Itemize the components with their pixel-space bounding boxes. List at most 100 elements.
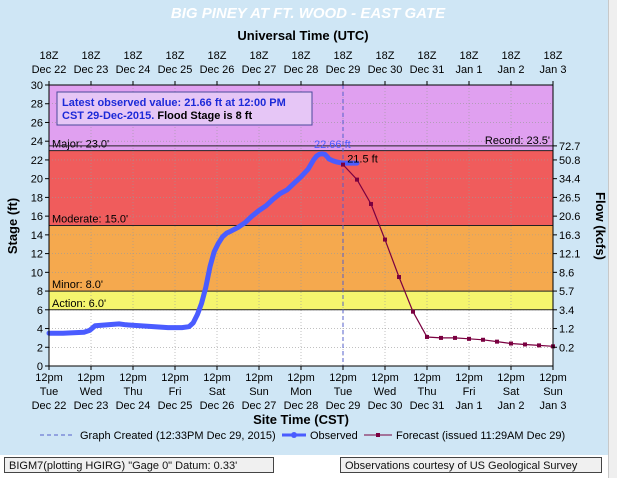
y-tick-label-16: 16 <box>31 211 43 223</box>
top-tick-hour-1: 18Z <box>82 50 101 62</box>
y-axis-title-right: Flow (kcfs) <box>593 192 608 260</box>
top-tick-hour-3: 18Z <box>166 50 185 62</box>
bottom-tick-day-12: Sun <box>543 386 563 398</box>
y-tick-label-8: 8 <box>37 286 43 298</box>
y-tick-label-26: 26 <box>31 117 43 129</box>
flood-band-3 <box>49 291 553 310</box>
top-tick-date-12: Jan 3 <box>540 64 567 76</box>
forecast-point-1 <box>355 177 359 182</box>
top-tick-hour-0: 18Z <box>40 50 59 62</box>
forecast-point-0 <box>341 162 345 167</box>
bottom-tick-date-3: Dec 25 <box>158 400 193 412</box>
bottom-tick-time-12: 12pm <box>539 372 567 384</box>
bottom-tick-time-9: 12pm <box>413 372 441 384</box>
forecast-point-4 <box>397 275 401 280</box>
bottom-tick-day-6: Mon <box>290 386 311 398</box>
bottom-tick-date-6: Dec 28 <box>284 400 319 412</box>
bottom-tick-date-4: Dec 26 <box>200 400 235 412</box>
stage-label-0: Major: 23.0' <box>52 139 109 151</box>
bottom-tick-date-5: Dec 27 <box>242 400 277 412</box>
top-tick-hour-7: 18Z <box>334 50 353 62</box>
y-tick-label-30: 30 <box>31 80 43 92</box>
data-source-note: Observations courtesy of US Geological S… <box>340 457 602 473</box>
chart-title: BIG PINEY AT FT. WOOD - EAST GATE <box>171 5 446 22</box>
forecast-point-2 <box>369 201 373 206</box>
bottom-tick-time-2: 12pm <box>119 372 147 384</box>
bottom-tick-date-11: Jan 2 <box>498 400 525 412</box>
bottom-tick-date-12: Jan 3 <box>540 400 567 412</box>
bottom-tick-date-8: Dec 30 <box>368 400 403 412</box>
legend-created-label: Graph Created (12:33PM Dec 29, 2015) <box>80 430 276 442</box>
bottom-tick-time-7: 12pm <box>329 372 357 384</box>
legend-forecast-label: Forecast (issued 11:29AM Dec 29) <box>396 430 565 442</box>
y-tick-label-2: 2 <box>37 342 43 354</box>
forecast-first-label: 21.5 ft <box>347 154 378 166</box>
gage-datum-note: BIGM7(plotting HGIRG) "Gage 0" Datum: 0.… <box>4 457 274 473</box>
top-tick-date-11: Jan 2 <box>498 64 525 76</box>
bottom-tick-day-1: Wed <box>80 386 102 398</box>
bottom-tick-date-7: Dec 29 <box>326 400 361 412</box>
bottom-tick-day-4: Sat <box>209 386 226 398</box>
top-tick-date-9: Dec 31 <box>410 64 445 76</box>
top-tick-hour-2: 18Z <box>124 50 143 62</box>
forecast-point-13 <box>523 342 527 347</box>
forecast-point-7 <box>439 335 443 340</box>
bottom-tick-time-8: 12pm <box>371 372 399 384</box>
bottom-tick-time-0: 12pm <box>35 372 63 384</box>
bottom-tick-day-2: Thu <box>124 386 143 398</box>
flow-tick-label-11: 0.2 <box>559 342 574 354</box>
y-tick-label-10: 10 <box>31 267 43 279</box>
flow-tick-label-1: 50.8 <box>559 155 580 167</box>
page-scrollbar[interactable] <box>608 0 617 478</box>
flow-tick-label-4: 20.6 <box>559 211 580 223</box>
top-tick-hour-11: 18Z <box>502 50 521 62</box>
top-tick-date-3: Dec 25 <box>158 64 193 76</box>
top-tick-date-5: Dec 27 <box>242 64 277 76</box>
forecast-point-10 <box>481 337 485 342</box>
top-tick-hour-4: 18Z <box>208 50 227 62</box>
bottom-tick-day-0: Tue <box>40 386 59 398</box>
stage-label-2: Minor: 8.0' <box>52 279 103 291</box>
forecast-point-5 <box>411 309 415 314</box>
bottom-tick-time-3: 12pm <box>161 372 189 384</box>
bottom-tick-date-10: Jan 1 <box>456 400 483 412</box>
top-tick-date-7: Dec 29 <box>326 64 361 76</box>
top-tick-date-0: Dec 22 <box>32 64 67 76</box>
bottom-tick-day-11: Sat <box>503 386 520 398</box>
info-box <box>56 91 313 126</box>
record-label: Record: 23.5' <box>485 135 550 147</box>
bottom-tick-time-11: 12pm <box>497 372 525 384</box>
flow-tick-label-5: 16.3 <box>559 230 580 242</box>
stage-label-1: Moderate: 15.0' <box>52 214 128 226</box>
top-tick-hour-12: 18Z <box>544 50 563 62</box>
top-tick-date-10: Jan 1 <box>456 64 483 76</box>
bottom-axis-title: Site Time (CST) <box>253 412 349 427</box>
info-box-latest-observed: Latest observed value: 21.66 ft at 12:00… <box>62 97 286 109</box>
y-tick-label-0: 0 <box>37 361 43 373</box>
y-tick-label-6: 6 <box>37 305 43 317</box>
forecast-point-14 <box>537 343 541 348</box>
forecast-point-9 <box>467 336 471 341</box>
bottom-tick-day-9: Thu <box>418 386 437 398</box>
legend-forecast-dot <box>376 433 380 437</box>
top-tick-hour-9: 18Z <box>418 50 437 62</box>
observed-peak-label: 22.66 ft <box>314 139 351 151</box>
legend-observed-label: Observed <box>310 430 358 442</box>
forecast-point-11 <box>495 339 499 344</box>
bottom-tick-day-8: Wed <box>374 386 396 398</box>
bottom-tick-day-7: Tue <box>334 386 353 398</box>
top-tick-date-8: Dec 30 <box>368 64 403 76</box>
top-tick-date-6: Dec 28 <box>284 64 319 76</box>
bottom-tick-day-10: Fri <box>463 386 476 398</box>
bottom-tick-time-6: 12pm <box>287 372 315 384</box>
y-tick-label-22: 22 <box>31 155 43 167</box>
forecast-series-line <box>342 164 554 347</box>
flow-tick-label-8: 5.7 <box>559 286 574 298</box>
top-tick-hour-8: 18Z <box>376 50 395 62</box>
flow-tick-label-9: 3.4 <box>559 305 574 317</box>
forecast-point-12 <box>509 341 513 346</box>
stage-label-3: Action: 6.0' <box>52 298 106 310</box>
flow-tick-label-0: 72.7 <box>559 141 580 153</box>
